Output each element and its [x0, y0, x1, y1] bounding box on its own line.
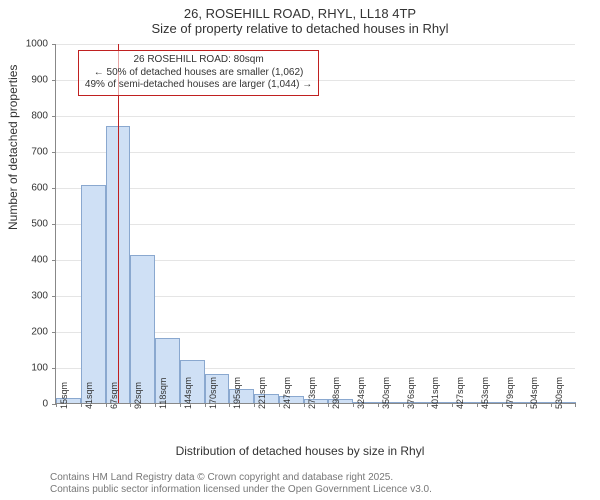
ytick-label: 0: [42, 399, 56, 410]
xtick-label: 41sqm: [84, 382, 94, 409]
xtick-mark: [575, 403, 576, 407]
xtick-label: 298sqm: [331, 377, 341, 409]
xtick-label: 530sqm: [554, 377, 564, 409]
xtick-label: 195sqm: [232, 377, 242, 409]
annotation-box: 26 ROSEHILL ROAD: 80sqm ← 50% of detache…: [78, 50, 319, 96]
chart-title-line1: 26, ROSEHILL ROAD, RHYL, LL18 4TP: [0, 0, 600, 21]
xtick-mark: [205, 403, 206, 407]
xtick-label: 118sqm: [158, 378, 168, 409]
xtick-mark: [551, 403, 552, 407]
y-axis-label: Number of detached properties: [6, 65, 20, 230]
ytick-label: 200: [31, 327, 56, 338]
xtick-label: 221sqm: [257, 377, 267, 409]
xtick-mark: [477, 403, 478, 407]
xtick-mark: [254, 403, 255, 407]
ytick-label: 700: [31, 147, 56, 158]
xtick-mark: [130, 403, 131, 407]
annotation-line3: 49% of semi-detached houses are larger (…: [85, 79, 312, 92]
annotation-line2: ← 50% of detached houses are smaller (1,…: [85, 67, 312, 80]
footnote-line2: Contains public sector information licen…: [50, 484, 600, 496]
footnote-line1: Contains HM Land Registry data © Crown c…: [50, 472, 600, 484]
ytick-label: 300: [31, 291, 56, 302]
xtick-mark: [502, 403, 503, 407]
xtick-mark: [403, 403, 404, 407]
ytick-label: 1000: [26, 39, 56, 50]
xtick-mark: [427, 403, 428, 407]
xtick-mark: [155, 403, 156, 407]
xtick-label: 92sqm: [133, 382, 143, 409]
ytick-label: 600: [31, 183, 56, 194]
ytick-label: 800: [31, 111, 56, 122]
xtick-mark: [452, 403, 453, 407]
gridline: [56, 224, 575, 225]
xtick-label: 453sqm: [480, 377, 490, 409]
xtick-label: 170sqm: [208, 377, 218, 409]
xtick-label: 273sqm: [307, 377, 317, 409]
chart-container: 26, ROSEHILL ROAD, RHYL, LL18 4TP Size o…: [0, 0, 600, 500]
xtick-mark: [81, 403, 82, 407]
ytick-label: 900: [31, 75, 56, 86]
xtick-mark: [106, 403, 107, 407]
xtick-mark: [180, 403, 181, 407]
xtick-mark: [229, 403, 230, 407]
gridline: [56, 152, 575, 153]
marker-line: [118, 44, 119, 403]
annotation-line1: 26 ROSEHILL ROAD: 80sqm: [85, 54, 312, 67]
xtick-mark: [56, 403, 57, 407]
xtick-label: 376sqm: [406, 377, 416, 409]
ytick-label: 100: [31, 363, 56, 374]
xtick-label: 247sqm: [282, 377, 292, 409]
xtick-label: 15sqm: [59, 382, 69, 409]
xtick-label: 427sqm: [455, 377, 465, 409]
xtick-label: 144sqm: [183, 377, 193, 409]
xtick-label: 324sqm: [356, 377, 366, 409]
ytick-label: 500: [31, 219, 56, 230]
histogram-bar: [81, 185, 106, 403]
xtick-mark: [328, 403, 329, 407]
xtick-label: 479sqm: [505, 377, 515, 409]
xtick-mark: [304, 403, 305, 407]
plot-area: 0100200300400500600700800900100015sqm41s…: [55, 44, 575, 404]
chart-title-line2: Size of property relative to detached ho…: [0, 21, 600, 36]
xtick-label: 401sqm: [430, 377, 440, 409]
xtick-mark: [526, 403, 527, 407]
xtick-mark: [279, 403, 280, 407]
gridline: [56, 116, 575, 117]
footnote: Contains HM Land Registry data © Crown c…: [0, 472, 600, 496]
xtick-mark: [378, 403, 379, 407]
xtick-label: 504sqm: [529, 377, 539, 409]
gridline: [56, 188, 575, 189]
xtick-mark: [353, 403, 354, 407]
xtick-label: 350sqm: [381, 377, 391, 409]
x-axis-label: Distribution of detached houses by size …: [0, 444, 600, 458]
gridline: [56, 44, 575, 45]
ytick-label: 400: [31, 255, 56, 266]
histogram-bar: [130, 255, 155, 403]
